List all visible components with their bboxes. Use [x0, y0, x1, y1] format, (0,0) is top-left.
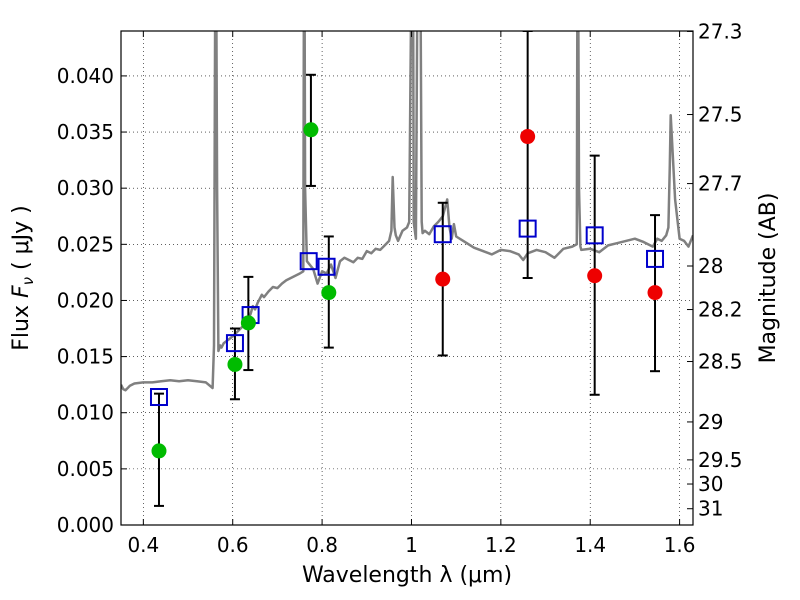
model-photometry-square	[646, 249, 665, 268]
axis-tick-labels: 0.4 0.6 0.8 1 1.2 1.4 1.6 0.000 0.005 0.010 0.015 0…	[57, 19, 743, 557]
x-tick-label: 1.6	[664, 533, 696, 557]
x-axis-label: Wavelength λ (μm)	[302, 563, 512, 588]
axis-ticks	[121, 30, 693, 526]
measurement-point-layer	[151, 122, 663, 459]
x-tick-label: 0.4	[127, 533, 159, 557]
detection-point	[227, 356, 243, 372]
model-photometry-square	[299, 252, 318, 271]
model-photometry-square	[317, 257, 336, 276]
y-axis-label-unit: ( μJy )	[9, 205, 34, 277]
model-photometry-square	[433, 225, 452, 244]
x-tick-label: 1	[405, 533, 418, 557]
low-significance-point	[587, 268, 603, 284]
y-axis-label-subscript: ν	[19, 277, 37, 285]
detection-point	[240, 315, 256, 331]
y2-tick-label: 28.2	[698, 298, 743, 322]
model-photometry-square	[225, 334, 244, 353]
low-significance-point	[435, 271, 451, 287]
y-tick-label: 0.015	[57, 345, 114, 369]
y2-tick-label: 28.5	[698, 350, 743, 374]
y2-tick-label: 28	[698, 254, 723, 278]
x-tick-label: 0.8	[306, 533, 338, 557]
y-axis-label-symbol: F	[9, 285, 34, 298]
spectrum-line	[121, 31, 693, 392]
y-tick-label: 0.025	[57, 232, 114, 256]
y-axis-label: Flux Fν ( μJy )	[9, 205, 37, 350]
y-tick-label: 0.035	[57, 120, 114, 144]
model-photometry-square	[149, 388, 168, 407]
y-tick-label: 0.005	[57, 457, 114, 481]
plot-background	[121, 31, 693, 525]
detection-point	[151, 443, 167, 459]
x-tick-label: 1.4	[574, 533, 606, 557]
low-significance-point	[647, 285, 663, 301]
y2-tick-label: 29.5	[698, 448, 743, 472]
low-significance-point	[520, 129, 536, 145]
y2-axis-label: Magnitude (AB)	[756, 193, 781, 364]
y2-tick-label: 31	[698, 497, 723, 521]
model-photometry-square	[518, 219, 537, 238]
y2-tick-label: 27.3	[698, 19, 743, 43]
plot-frame	[120, 30, 694, 526]
detection-point	[303, 122, 319, 138]
x-tick-label: 0.6	[217, 533, 249, 557]
spectrum-layer	[121, 31, 693, 392]
y-tick-label: 0.000	[57, 513, 114, 537]
y-tick-label: 0.040	[57, 64, 114, 88]
y-tick-label: 0.030	[57, 176, 114, 200]
y2-tick-label: 27.7	[698, 172, 743, 196]
model-photometry-square	[585, 226, 604, 245]
y-tick-label: 0.010	[57, 401, 114, 425]
detection-point	[321, 285, 337, 301]
y-axis-label-prefix: Flux	[9, 298, 34, 351]
y-tick-label: 0.020	[57, 288, 114, 312]
y2-tick-label: 27.5	[698, 103, 743, 127]
plot-area	[121, 31, 693, 507]
y2-tick-label: 30	[698, 472, 723, 496]
x-tick-label: 1.2	[485, 533, 517, 557]
y2-tick-label: 29	[698, 410, 723, 434]
